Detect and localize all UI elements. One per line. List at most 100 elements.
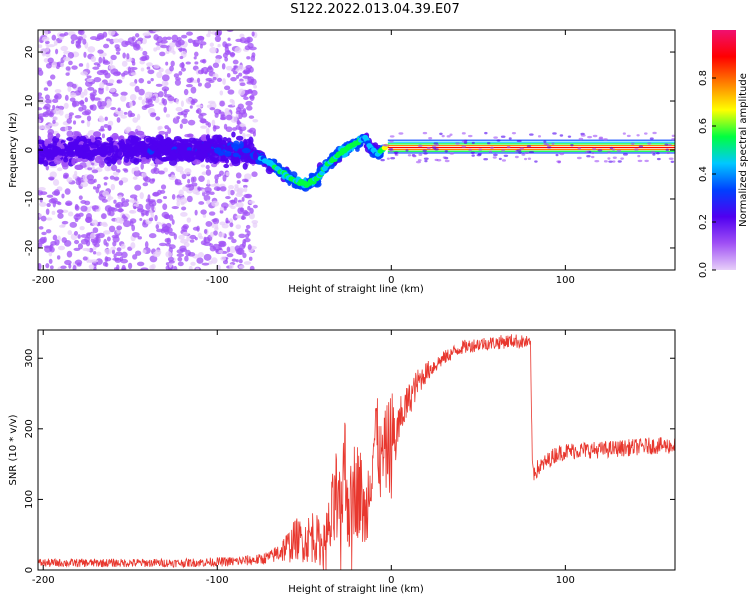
heatmap-cell [200, 67, 204, 74]
heatmap-cell [176, 200, 181, 208]
heatmap-cell [607, 151, 611, 154]
heatmap-cell [498, 157, 502, 161]
heatmap-cell [66, 130, 74, 138]
heatmap-cell [227, 37, 231, 42]
heatmap-cell [38, 92, 43, 97]
heatmap-cell [241, 147, 251, 154]
spectrogram-ytick-label: 0 [24, 147, 35, 153]
heatmap-cell [170, 60, 175, 67]
heatmap-cell [217, 43, 221, 48]
heatmap-cell [89, 232, 96, 240]
heatmap-cell [206, 183, 211, 187]
heatmap-cell [164, 214, 170, 220]
heatmap-cell [235, 224, 242, 230]
heatmap-cell [101, 133, 106, 139]
heatmap-cell [235, 38, 243, 43]
heatmap-cell [108, 65, 114, 70]
heatmap-cell [603, 138, 608, 141]
heatmap-cell [524, 151, 530, 155]
heatmap-cell [230, 205, 236, 210]
heatmap-cell [140, 67, 145, 72]
heatmap-cell [247, 244, 252, 251]
heatmap-cell [100, 222, 104, 226]
heatmap-cell [664, 143, 669, 146]
heatmap-cell [644, 159, 649, 163]
heatmap-cell [134, 166, 140, 172]
heatmap-cell [192, 226, 200, 231]
heatmap-cell [177, 256, 183, 262]
heatmap-cell [209, 243, 214, 248]
heatmap-cell [84, 138, 93, 144]
heatmap-cell [490, 146, 494, 150]
heatmap-cell [153, 64, 160, 69]
heatmap-cell [182, 224, 189, 230]
heatmap-cell [86, 160, 91, 166]
heatmap-cell [95, 236, 99, 244]
heatmap-cell [47, 132, 54, 141]
heatmap-cell [247, 142, 255, 150]
heatmap-cell [138, 77, 145, 84]
heatmap-cell [198, 201, 205, 205]
heatmap-cell [120, 72, 126, 77]
heatmap-cell [108, 225, 116, 233]
heatmap-cell [245, 67, 251, 75]
heatmap-cell [39, 151, 49, 158]
heatmap-cell [231, 258, 237, 262]
heatmap-cell [134, 158, 142, 163]
heatmap-cell [145, 137, 154, 143]
heatmap-cell [155, 116, 161, 121]
spectrogram-xtick-label: -100 [206, 275, 229, 286]
heatmap-cell [121, 60, 128, 67]
heatmap-cell [162, 203, 168, 211]
heatmap-cell [118, 180, 124, 186]
heatmap-cell [52, 116, 59, 121]
heatmap-cell [86, 120, 91, 128]
heatmap-cell [106, 236, 111, 242]
heatmap-cell [161, 145, 168, 150]
heatmap-cell [175, 107, 183, 112]
heatmap-cell [135, 130, 145, 136]
heatmap-cell [56, 255, 61, 260]
heatmap-cell [152, 30, 161, 33]
heatmap-cell [99, 101, 107, 107]
snr-panel: -200 -100 0 100 0 100 200 300 Height of straigh… [8, 329, 676, 595]
heatmap-cell [238, 88, 246, 96]
heatmap-cell [486, 142, 491, 145]
heatmap-cell [412, 154, 417, 158]
heatmap-cell [171, 193, 176, 200]
heatmap-cell [200, 209, 207, 215]
heatmap-cell [69, 92, 77, 98]
colorbar: 0.0 0.2 0.4 0.6 0.8 Normalized spectral ampl… [698, 30, 749, 278]
heatmap-cell [516, 149, 522, 152]
heatmap-cell [43, 87, 49, 91]
heatmap-cell [246, 81, 254, 85]
heatmap-cell [93, 97, 101, 101]
heatmap-cell [211, 200, 220, 207]
heatmap-cell [60, 62, 65, 68]
heatmap-cell [168, 173, 172, 177]
heatmap-cell [603, 160, 608, 163]
heatmap-cell [543, 142, 548, 146]
heatmap-cell [508, 137, 512, 140]
heatmap-cell [441, 134, 445, 138]
snr-xlabel: Height of straight line (km) [288, 584, 424, 595]
heatmap-cell [74, 203, 79, 210]
heatmap-cell [138, 96, 143, 101]
colorbar-tick-label: 0.0 [698, 262, 709, 278]
heatmap-cell [130, 137, 136, 143]
heatmap-cell [47, 57, 54, 64]
heatmap-cell [162, 36, 168, 41]
heatmap-cell [514, 155, 519, 159]
heatmap-cell [51, 210, 56, 215]
heatmap-cell [132, 254, 138, 260]
heatmap-cell [213, 125, 220, 130]
heatmap-cell [158, 130, 166, 135]
heatmap-cell [77, 234, 81, 239]
heatmap-cell [176, 253, 184, 258]
heatmap-cell [161, 223, 167, 228]
heatmap-cell [251, 219, 259, 225]
heatmap-cell [176, 116, 181, 120]
heatmap-cell [187, 119, 196, 126]
heatmap-cell [193, 39, 200, 47]
heatmap-cell [617, 160, 622, 163]
